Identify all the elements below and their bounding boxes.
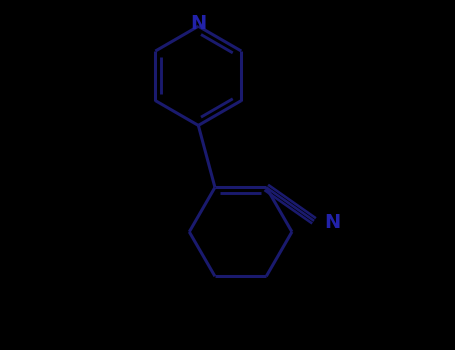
Text: N: N: [190, 14, 207, 33]
Text: N: N: [324, 212, 341, 231]
